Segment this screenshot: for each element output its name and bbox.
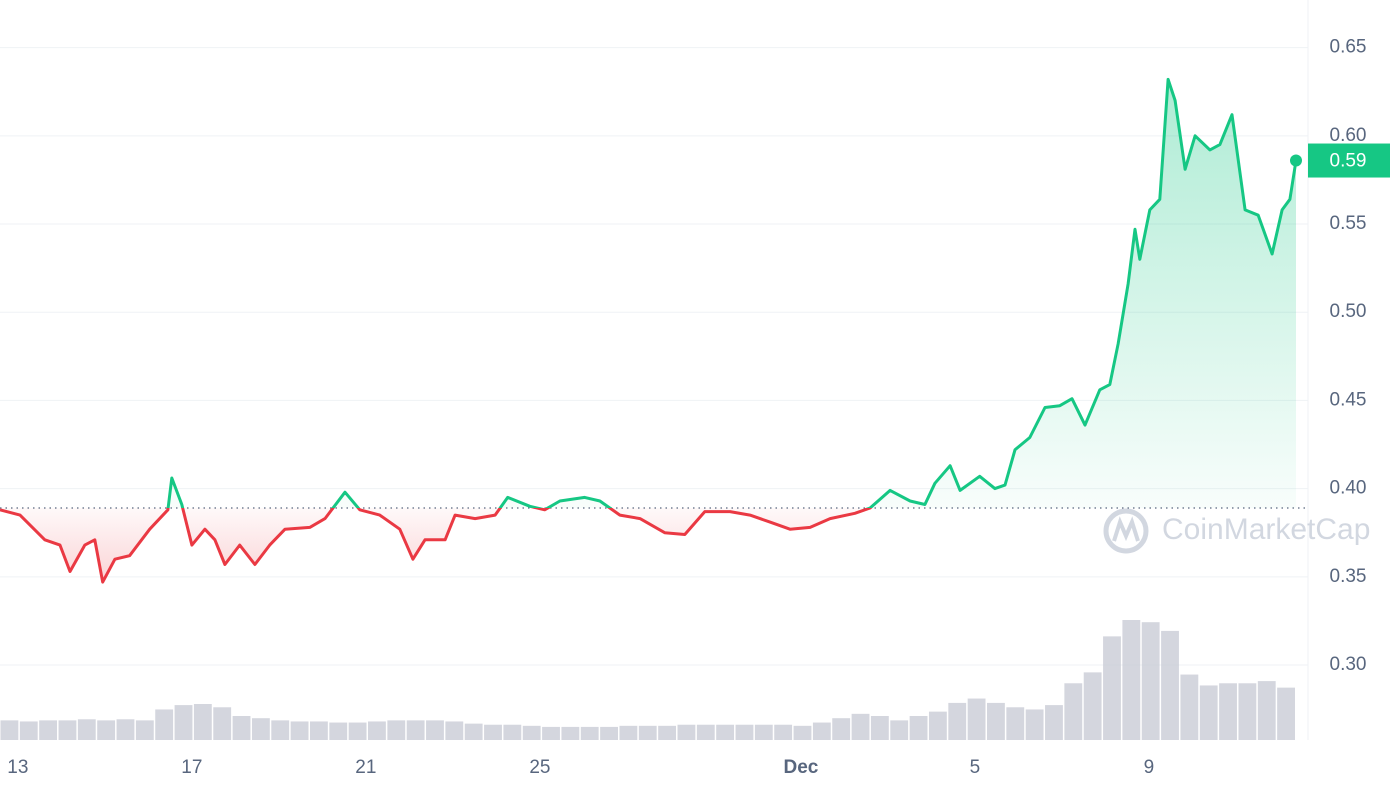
volume-bar	[368, 721, 386, 740]
volume-bar	[1083, 672, 1102, 740]
x-tick-label: 9	[1144, 757, 1155, 778]
volume-bar	[851, 713, 870, 740]
volume-bar	[97, 720, 116, 740]
volume-bar	[1045, 705, 1063, 740]
volume-bar	[290, 721, 309, 740]
y-tick-label: 0.30	[1330, 654, 1367, 675]
x-tick-label: 13	[7, 757, 28, 778]
volume-bar	[135, 720, 154, 740]
y-tick-label: 0.35	[1330, 566, 1367, 587]
volume-bar	[754, 724, 773, 740]
volume-bar	[1238, 683, 1257, 740]
volume-bar	[213, 707, 232, 740]
x-tick-label: 17	[181, 757, 202, 778]
volume-bar	[484, 724, 502, 740]
volume-bar	[1141, 622, 1160, 740]
volume-bar	[1161, 630, 1179, 740]
y-tick-label: 0.65	[1330, 37, 1367, 58]
volume-bar	[774, 724, 793, 740]
volume-bar	[1219, 683, 1237, 740]
volume-bar	[832, 718, 851, 740]
volume-bar	[445, 721, 464, 740]
volume-bar	[426, 720, 444, 740]
volume-bar	[0, 720, 19, 740]
watermark: CoinMarketCap	[1103, 508, 1370, 554]
volume-bar	[155, 709, 174, 740]
volume-bar	[174, 705, 193, 740]
volume-bar	[116, 719, 135, 740]
volume-bar	[619, 725, 638, 740]
volume-bar	[793, 725, 812, 740]
volume-bar	[39, 720, 58, 740]
volume-bar	[58, 720, 77, 740]
volume-bar	[600, 726, 618, 740]
price-tag	[1308, 143, 1390, 178]
volume-bar	[503, 724, 522, 740]
volume-bar	[271, 720, 290, 740]
y-tick-label: 0.60	[1330, 125, 1367, 146]
volume-bar	[677, 724, 696, 740]
volume-bar	[251, 718, 270, 740]
y-tick-label: 0.40	[1330, 478, 1367, 499]
x-tick-label: Dec	[783, 757, 818, 778]
volume-bar	[1180, 674, 1199, 740]
volume-bar	[19, 721, 38, 740]
volume-bar	[329, 722, 348, 740]
volume-bar	[948, 702, 967, 740]
volume-bar	[1199, 685, 1218, 740]
volume-bar	[890, 720, 909, 740]
volume-bar	[1006, 707, 1025, 740]
y-tick-label: 0.55	[1330, 213, 1367, 234]
volume-bar	[193, 704, 212, 740]
x-tick-label: 5	[970, 757, 981, 778]
volume-bar	[406, 720, 425, 740]
volume-bar	[77, 719, 96, 740]
volume-bar	[1122, 620, 1141, 740]
volume-bar	[522, 725, 541, 740]
volume-bar	[542, 726, 560, 740]
volume-bar	[735, 724, 754, 740]
volume-bar	[716, 724, 735, 740]
volume-bar	[696, 724, 715, 740]
volume-bar	[348, 722, 367, 740]
y-tick-label: 0.50	[1330, 301, 1367, 322]
price-tag-label: 0.59	[1330, 151, 1367, 172]
volume-bar	[928, 711, 947, 740]
watermark-text: CoinMarketCap	[1162, 513, 1370, 546]
volume-bar	[232, 716, 251, 740]
volume-bar	[638, 725, 657, 740]
y-tick-label: 0.45	[1330, 389, 1367, 410]
volume-bar	[1257, 681, 1276, 740]
volume-bar	[1064, 683, 1083, 740]
volume-bar	[1103, 636, 1121, 740]
volume-bar	[387, 720, 406, 740]
x-tick-label: 25	[529, 757, 550, 778]
volume-bar	[870, 716, 889, 740]
volume-bar	[309, 721, 328, 740]
area-fill	[0, 79, 1296, 583]
volume-bar	[1025, 709, 1044, 740]
volume-bar	[987, 702, 1005, 740]
volume-bar	[812, 722, 831, 740]
volume-bar	[1277, 687, 1295, 740]
volume-bar	[580, 726, 599, 740]
price-line	[0, 77, 1298, 584]
volume-bar	[658, 725, 677, 740]
volume-bar	[909, 716, 928, 740]
x-tick-label: 21	[355, 757, 376, 778]
volume-bar	[464, 723, 483, 740]
volume-bar	[561, 726, 580, 740]
volume-bar	[967, 698, 986, 740]
current-dot	[1290, 154, 1302, 167]
